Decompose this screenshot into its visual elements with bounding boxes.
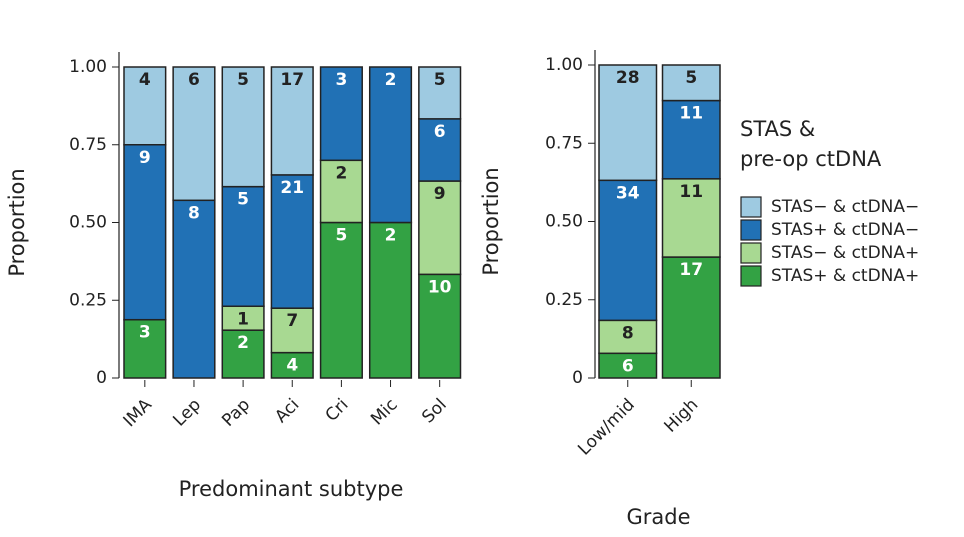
legend-label: STAS− & ctDNA− [771, 197, 919, 217]
x-tick-label: Aci [271, 395, 303, 427]
bar-segment [123, 318, 167, 379]
bar-segment [368, 66, 413, 224]
count-label: 34 [616, 183, 640, 203]
count-label: 17 [280, 70, 304, 90]
bar-segment [418, 273, 462, 379]
count-label: 1 [237, 309, 249, 329]
y-tick-label: 0.75 [545, 133, 583, 153]
legend-label: STAS+ & ctDNA+ [771, 266, 919, 286]
count-label: 4 [139, 70, 151, 90]
bar-segment [418, 180, 462, 276]
legend-title: STAS & [740, 117, 815, 141]
count-label: 8 [188, 203, 200, 223]
legend-title: pre-op ctDNA [740, 147, 882, 171]
bar-segment [661, 64, 721, 102]
count-label: 5 [335, 226, 347, 246]
count-label: 6 [434, 122, 446, 142]
count-label: 21 [280, 178, 304, 198]
bar-segment [270, 66, 314, 176]
count-label: 4 [286, 356, 298, 376]
x-tick-label: Mic [367, 395, 401, 429]
y-tick-label: 0 [572, 368, 583, 388]
count-label: 9 [139, 148, 151, 168]
bar-segment [270, 307, 314, 354]
x-tick-label: Lep [169, 395, 205, 431]
bar-segment [172, 66, 216, 202]
count-label: 2 [335, 163, 347, 183]
count-label: 5 [685, 68, 697, 88]
count-label: 2 [237, 333, 249, 353]
count-label: 11 [679, 182, 703, 202]
y-tick-label: 0.75 [69, 135, 107, 155]
bar-segment [221, 66, 265, 188]
bar-segment [123, 66, 167, 146]
x-tick-label: Pap [218, 395, 254, 431]
bar-segment [661, 256, 721, 379]
count-label: 8 [622, 323, 634, 343]
legend-swatch [740, 219, 762, 241]
bar-segment [418, 66, 462, 120]
y-tick-label: 1.00 [69, 57, 107, 77]
y-tick-label: 0.25 [545, 290, 583, 310]
y-axis-label: Proportion [479, 167, 503, 275]
count-label: 17 [679, 260, 703, 280]
x-axis-label: Predominant subtype [179, 477, 404, 501]
legend-swatch [740, 265, 762, 287]
count-label: 3 [139, 323, 151, 343]
count-label: 5 [434, 70, 446, 90]
x-axis-label: Grade [626, 505, 690, 529]
bar-segment [661, 178, 721, 258]
x-tick-label: High [661, 395, 703, 437]
legend-swatch [740, 196, 762, 218]
legend-swatch [740, 242, 762, 264]
bar-segment [270, 174, 314, 309]
x-tick-label: Cri [322, 395, 353, 426]
bar-segment [418, 118, 462, 182]
y-tick-label: 0.25 [69, 290, 107, 310]
bar-segment [598, 179, 658, 322]
bar-segment [172, 199, 216, 379]
count-label: 7 [286, 311, 298, 331]
legend-label: STAS− & ctDNA+ [771, 243, 919, 263]
bar-segment [598, 64, 658, 182]
y-tick-label: 0 [96, 368, 107, 388]
count-label: 11 [679, 104, 703, 124]
legend-label: STAS+ & ctDNA− [771, 220, 919, 240]
x-tick-label: Low/mid [574, 395, 639, 460]
y-tick-label: 0.50 [69, 213, 107, 233]
count-label: 9 [434, 184, 446, 204]
count-label: 5 [237, 70, 249, 90]
count-label: 10 [428, 277, 452, 297]
bar-segment [368, 221, 413, 379]
bar-segment [319, 221, 363, 379]
count-label: 2 [385, 226, 397, 246]
y-axis-label: Proportion [5, 168, 29, 276]
x-tick-label: IMA [120, 395, 157, 432]
count-label: 2 [385, 70, 397, 90]
count-label: 3 [335, 70, 347, 90]
count-label: 6 [188, 70, 200, 90]
y-tick-label: 0.50 [545, 212, 583, 232]
y-tick-label: 1.00 [545, 55, 583, 75]
bar-segment [270, 351, 314, 379]
bar-segment [123, 144, 167, 321]
bar-segment [221, 185, 265, 308]
count-label: 5 [237, 190, 249, 210]
count-label: 28 [616, 68, 640, 88]
x-tick-label: Sol [418, 395, 450, 427]
bar-segment [319, 66, 363, 162]
count-label: 6 [622, 356, 634, 376]
bar-segment [221, 329, 265, 379]
